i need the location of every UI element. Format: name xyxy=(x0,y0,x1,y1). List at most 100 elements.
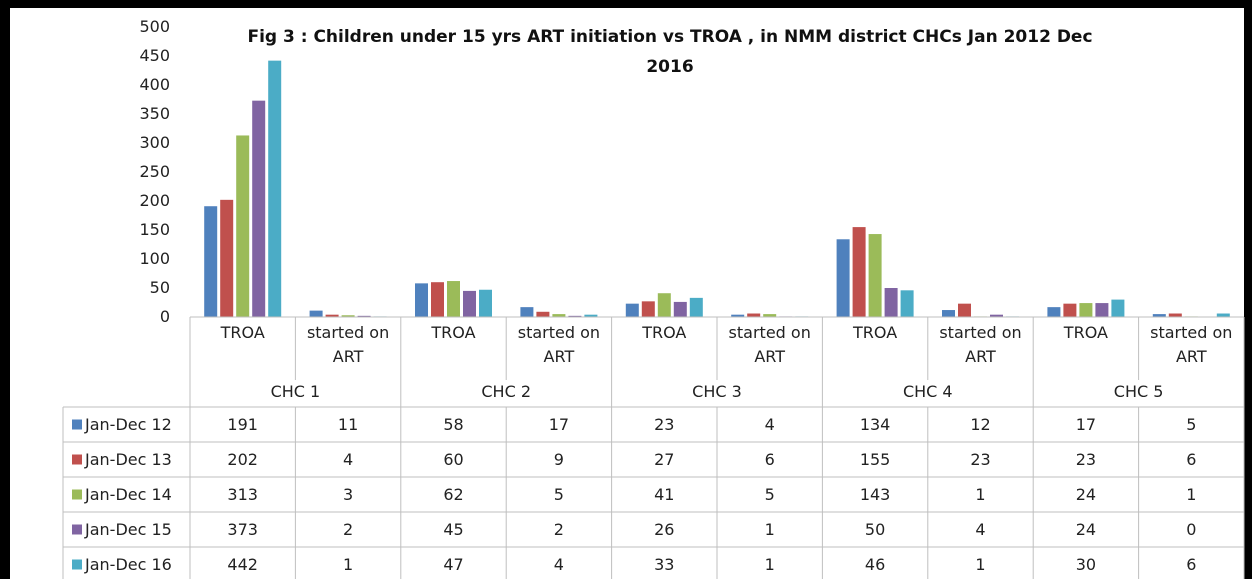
bar xyxy=(673,301,687,317)
bar xyxy=(641,301,655,317)
bar xyxy=(1111,299,1125,317)
table-cell: 47 xyxy=(443,554,464,574)
table-cell: 1 xyxy=(342,554,354,574)
table-cell: 143 xyxy=(859,484,891,504)
legend-key xyxy=(72,419,82,430)
table-cell: 26 xyxy=(654,519,675,539)
table-cell: 60 xyxy=(443,449,464,469)
table-cell: 24 xyxy=(1075,484,1097,504)
table-cell: 0 xyxy=(1186,519,1197,539)
bar xyxy=(1095,303,1109,317)
x-tick-label: started on ART xyxy=(1150,323,1233,366)
bar xyxy=(625,303,639,317)
table-cell: 23 xyxy=(654,414,675,434)
table-cell: 1 xyxy=(975,554,986,574)
group-label: CHC 2 xyxy=(481,382,532,401)
table-cell: 9 xyxy=(553,449,564,469)
table-cell: 30 xyxy=(1075,554,1097,574)
legend-key xyxy=(72,489,82,500)
bar xyxy=(731,314,745,317)
table-cell: 1 xyxy=(764,519,775,539)
bar xyxy=(958,303,971,317)
bar xyxy=(1216,313,1230,317)
legend-label: Jan-Dec 12 xyxy=(85,414,172,434)
table-cell: 202 xyxy=(227,449,258,469)
bar xyxy=(204,206,218,317)
bar xyxy=(536,311,550,317)
table-cell: 373 xyxy=(227,519,258,539)
table-cell: 45 xyxy=(443,519,464,539)
table-cell: 5 xyxy=(1186,414,1197,434)
x-tick-label: TROA xyxy=(642,323,687,342)
table-cell: 12 xyxy=(970,414,991,434)
x-tick-label: TROA xyxy=(1063,323,1108,342)
table-cell: 23 xyxy=(970,449,991,469)
y-tick-label: 500 xyxy=(139,17,170,36)
bar xyxy=(900,290,914,317)
bar xyxy=(1168,313,1182,317)
table-cell: 24 xyxy=(1075,519,1097,539)
chart-title: Fig 3 : Children under 15 yrs ART initia… xyxy=(247,27,1093,77)
x-tick-label: started on ART xyxy=(517,323,601,366)
group-label: CHC 5 xyxy=(1113,382,1164,401)
bar xyxy=(868,234,882,317)
table-cell: 313 xyxy=(227,484,258,504)
bar xyxy=(942,310,955,317)
table-cell: 4 xyxy=(553,554,564,574)
bar xyxy=(447,281,460,317)
table-cell: 4 xyxy=(975,519,986,539)
legend-key xyxy=(72,454,82,465)
table-cell: 33 xyxy=(654,554,675,574)
bar xyxy=(1079,303,1093,317)
x-tick-label: TROA xyxy=(853,323,898,342)
table-cell: 1 xyxy=(1186,484,1197,504)
group-label: CHC 3 xyxy=(692,382,742,401)
bar xyxy=(852,227,866,317)
table-cell: 17 xyxy=(1075,414,1097,434)
bar xyxy=(357,315,371,317)
bar xyxy=(584,314,598,317)
legend-label: Jan-Dec 15 xyxy=(85,519,172,539)
table-cell: 1 xyxy=(764,554,775,574)
y-tick-label: 0 xyxy=(159,307,170,326)
table-cell: 62 xyxy=(443,484,464,504)
bar xyxy=(479,289,492,317)
bar xyxy=(747,313,761,317)
table-cell: 4 xyxy=(342,449,354,469)
bar xyxy=(552,314,566,317)
y-tick-label: 200 xyxy=(139,191,170,210)
y-tick-label: 450 xyxy=(139,46,170,65)
group-label: CHC 1 xyxy=(270,382,321,401)
table-cell: 6 xyxy=(764,449,775,469)
table-cell: 3 xyxy=(342,484,354,504)
table-cell: 6 xyxy=(1186,449,1197,469)
x-tick-label: TROA xyxy=(220,323,265,342)
table-cell: 134 xyxy=(859,414,891,434)
bar xyxy=(520,307,534,317)
table-cell: 27 xyxy=(654,449,675,469)
table-cell: 155 xyxy=(859,449,891,469)
bar xyxy=(1047,307,1061,317)
table-cell: 191 xyxy=(227,414,258,434)
table-cell: 4 xyxy=(764,414,775,434)
bar xyxy=(568,315,582,317)
table-cell: 58 xyxy=(443,414,464,434)
bar xyxy=(268,60,282,317)
table-cell: 1 xyxy=(975,484,986,504)
table-cell: 41 xyxy=(654,484,675,504)
bar xyxy=(325,314,339,317)
legend-label: Jan-Dec 16 xyxy=(85,554,172,574)
legend-label: Jan-Dec 14 xyxy=(85,484,172,504)
group-label: CHC 4 xyxy=(902,382,953,401)
legend-key xyxy=(72,524,82,535)
bar xyxy=(252,100,266,317)
bar xyxy=(657,293,671,317)
bar xyxy=(463,290,476,317)
y-tick-label: 100 xyxy=(139,249,170,268)
bar xyxy=(884,288,898,317)
y-tick-label: 300 xyxy=(139,133,170,152)
bar xyxy=(341,315,355,317)
bar xyxy=(236,135,250,317)
